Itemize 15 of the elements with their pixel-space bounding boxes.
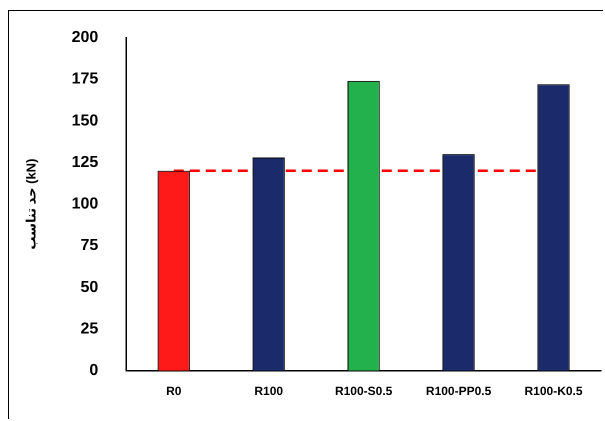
y-tick-label: 175: [72, 70, 98, 88]
y-axis-title: حد تناسب (kN): [23, 158, 38, 250]
x-tick-label: R100: [254, 384, 284, 398]
y-tick-label: 0: [89, 362, 98, 380]
y-tick-label: 25: [80, 320, 98, 338]
x-tick-label: R100-PP0.5: [426, 384, 492, 398]
y-tick-label: 50: [80, 278, 98, 296]
x-tick-label: R100-K0.5: [524, 384, 583, 398]
x-tick-label: R100-S0.5: [334, 384, 393, 398]
y-tick-label: 150: [72, 112, 98, 130]
y-tick-label: 100: [72, 196, 98, 213]
x-tick-label: R0: [166, 384, 182, 398]
y-tick-label: 125: [72, 154, 98, 171]
y-tick-label: 200: [72, 29, 98, 46]
y-tick-label: 75: [80, 237, 98, 254]
